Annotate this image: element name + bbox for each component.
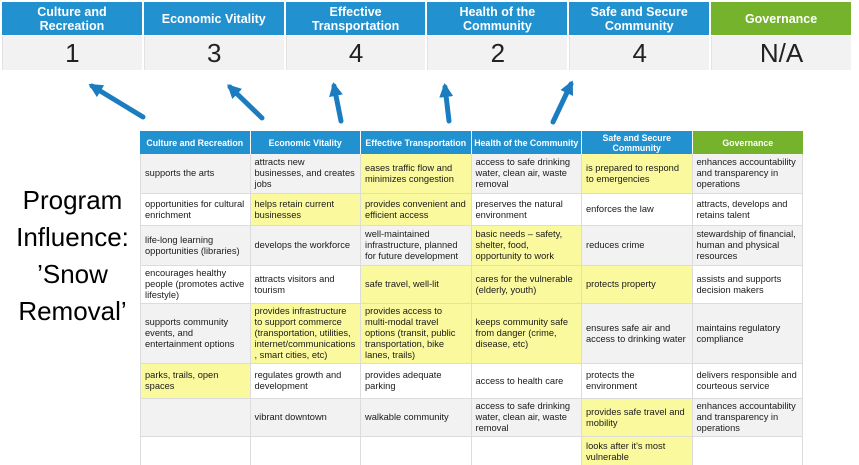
matrix-cell: access to health care: [471, 364, 582, 399]
summary-header-culture-recreation: Culture and Recreation: [2, 2, 142, 35]
matrix-cell: [361, 437, 472, 465]
matrix-header-effective-transportation: Effective Transportation: [361, 131, 472, 154]
table-row: parks, trails, open spaces regulates gro…: [140, 364, 803, 399]
matrix-cell: [471, 437, 582, 465]
matrix-cell: eases traffic flow and minimizes congest…: [361, 154, 472, 194]
matrix-cell: provides convenient and efficient access: [361, 194, 472, 226]
matrix-header-row: Culture and Recreation Economic Vitality…: [140, 131, 803, 154]
matrix-cell: protects the environment: [582, 364, 693, 399]
summary-score-economic-vitality: 3: [143, 36, 284, 70]
program-title-line: Removal’: [18, 296, 127, 326]
matrix-cell: attracts new businesses, and creates job…: [250, 154, 361, 194]
matrix-cell: enhances accountability and transparency…: [692, 154, 803, 194]
summary-header-health-community: Health of the Community: [427, 2, 568, 35]
matrix-cell: enforces the law: [582, 194, 693, 226]
matrix-cell: supports community events, and entertain…: [140, 304, 251, 364]
table-row: supports the arts attracts new businesse…: [140, 154, 803, 194]
summary-score-health-community: 2: [427, 36, 568, 70]
matrix-cell: provides safe travel and mobility: [582, 399, 693, 437]
matrix-header-safe-secure-community: Safe and Secure Community: [582, 131, 693, 154]
matrix-cell: opportunities for cultural enrichment: [140, 194, 251, 226]
matrix-cell: maintains regulatory compliance: [692, 304, 803, 364]
matrix-cell: [140, 399, 251, 437]
table-row: opportunities for cultural enrichment he…: [140, 194, 803, 226]
matrix-cell: attracts visitors and tourism: [250, 266, 361, 304]
matrix-cell: regulates growth and development: [250, 364, 361, 399]
matrix-cell: stewardship of financial, human and phys…: [692, 226, 803, 266]
matrix-cell: [250, 437, 361, 465]
matrix-cell: attracts, develops and retains talent: [692, 194, 803, 226]
table-row: vibrant downtown walkable community acce…: [140, 399, 803, 437]
up-arrow-icon-culture: [88, 83, 146, 120]
summary-score-safe-secure-community: 4: [569, 36, 710, 70]
matrix-cell: provides infrastructure to support comme…: [250, 304, 361, 364]
matrix-cell: protects property: [582, 266, 693, 304]
summary-header-governance: Governance: [711, 2, 851, 35]
matrix-cell: keeps community safe from danger (crime,…: [471, 304, 582, 364]
table-row: looks after it's most vulnerable: [140, 437, 803, 465]
matrix-cell: preserves the natural environment: [471, 194, 582, 226]
summary-score-effective-transportation: 4: [285, 36, 426, 70]
matrix-cell: provides access to multi-modal travel op…: [361, 304, 472, 364]
matrix-cell: [692, 437, 803, 465]
matrix-header-health-community: Health of the Community: [471, 131, 582, 154]
matrix-cell: parks, trails, open spaces: [140, 364, 251, 399]
program-influence-title: Program Influence: ’Snow Removal’: [0, 182, 145, 330]
matrix-cell: ensures safe air and access to drinking …: [582, 304, 693, 364]
matrix-cell: life-long learning opportunities (librar…: [140, 226, 251, 266]
summary-header-safe-secure-community: Safe and Secure Community: [569, 2, 710, 35]
matrix-cell: reduces crime: [582, 226, 693, 266]
table-row: encourages healthy people (promotes acti…: [140, 266, 803, 304]
matrix-cell: is prepared to respond to emergencies: [582, 154, 693, 194]
matrix-header-culture-recreation: Culture and Recreation: [140, 131, 251, 154]
table-row: supports community events, and entertain…: [140, 304, 803, 364]
matrix-cell: [140, 437, 251, 465]
table-row: life-long learning opportunities (librar…: [140, 226, 803, 266]
program-title-line: Program: [22, 185, 123, 215]
matrix-cell: access to safe drinking water, clean air…: [471, 399, 582, 437]
matrix-cell: basic needs – safety, shelter, food, opp…: [471, 226, 582, 266]
matrix-cell: looks after it's most vulnerable: [582, 437, 693, 465]
matrix-cell: well-maintained infrastructure, planned …: [361, 226, 472, 266]
matrix-cell: assists and supports decision makers: [692, 266, 803, 304]
matrix-header-economic-vitality: Economic Vitality: [250, 131, 361, 154]
matrix-cell: encourages healthy people (promotes acti…: [140, 266, 251, 304]
influence-arrows: [88, 80, 574, 125]
priority-summary-band: Culture and Recreation Economic Vitality…: [2, 2, 851, 70]
up-arrow-icon-health: [439, 83, 454, 124]
matrix-cell: provides adequate parking: [361, 364, 472, 399]
matrix-cell: develops the workforce: [250, 226, 361, 266]
summary-header-economic-vitality: Economic Vitality: [143, 2, 284, 35]
influence-matrix-table: Culture and Recreation Economic Vitality…: [140, 131, 803, 465]
summary-header-effective-transportation: Effective Transportation: [285, 2, 426, 35]
matrix-cell: supports the arts: [140, 154, 251, 194]
up-arrow-icon-economic: [227, 84, 265, 121]
matrix-cell: access to safe drinking water, clean air…: [471, 154, 582, 194]
matrix-header-governance: Governance: [692, 131, 803, 154]
summary-score-governance: N/A: [711, 36, 851, 70]
summary-score-culture-recreation: 1: [2, 36, 142, 70]
matrix-cell: enhances accountability and transparency…: [692, 399, 803, 437]
matrix-cell: walkable community: [361, 399, 472, 437]
matrix-cell: vibrant downtown: [250, 399, 361, 437]
up-arrow-icon-transportation: [329, 82, 344, 124]
matrix-cell: helps retain current businesses: [250, 194, 361, 226]
program-title-line: Influence:: [16, 222, 129, 252]
matrix-cell: safe travel, well-lit: [361, 266, 472, 304]
matrix-cell: delivers responsible and courteous servi…: [692, 364, 803, 399]
matrix-cell: cares for the vulnerable (elderly, youth…: [471, 266, 582, 304]
program-title-line: ’Snow: [37, 259, 108, 289]
up-arrow-icon-safe-secure: [550, 80, 574, 125]
